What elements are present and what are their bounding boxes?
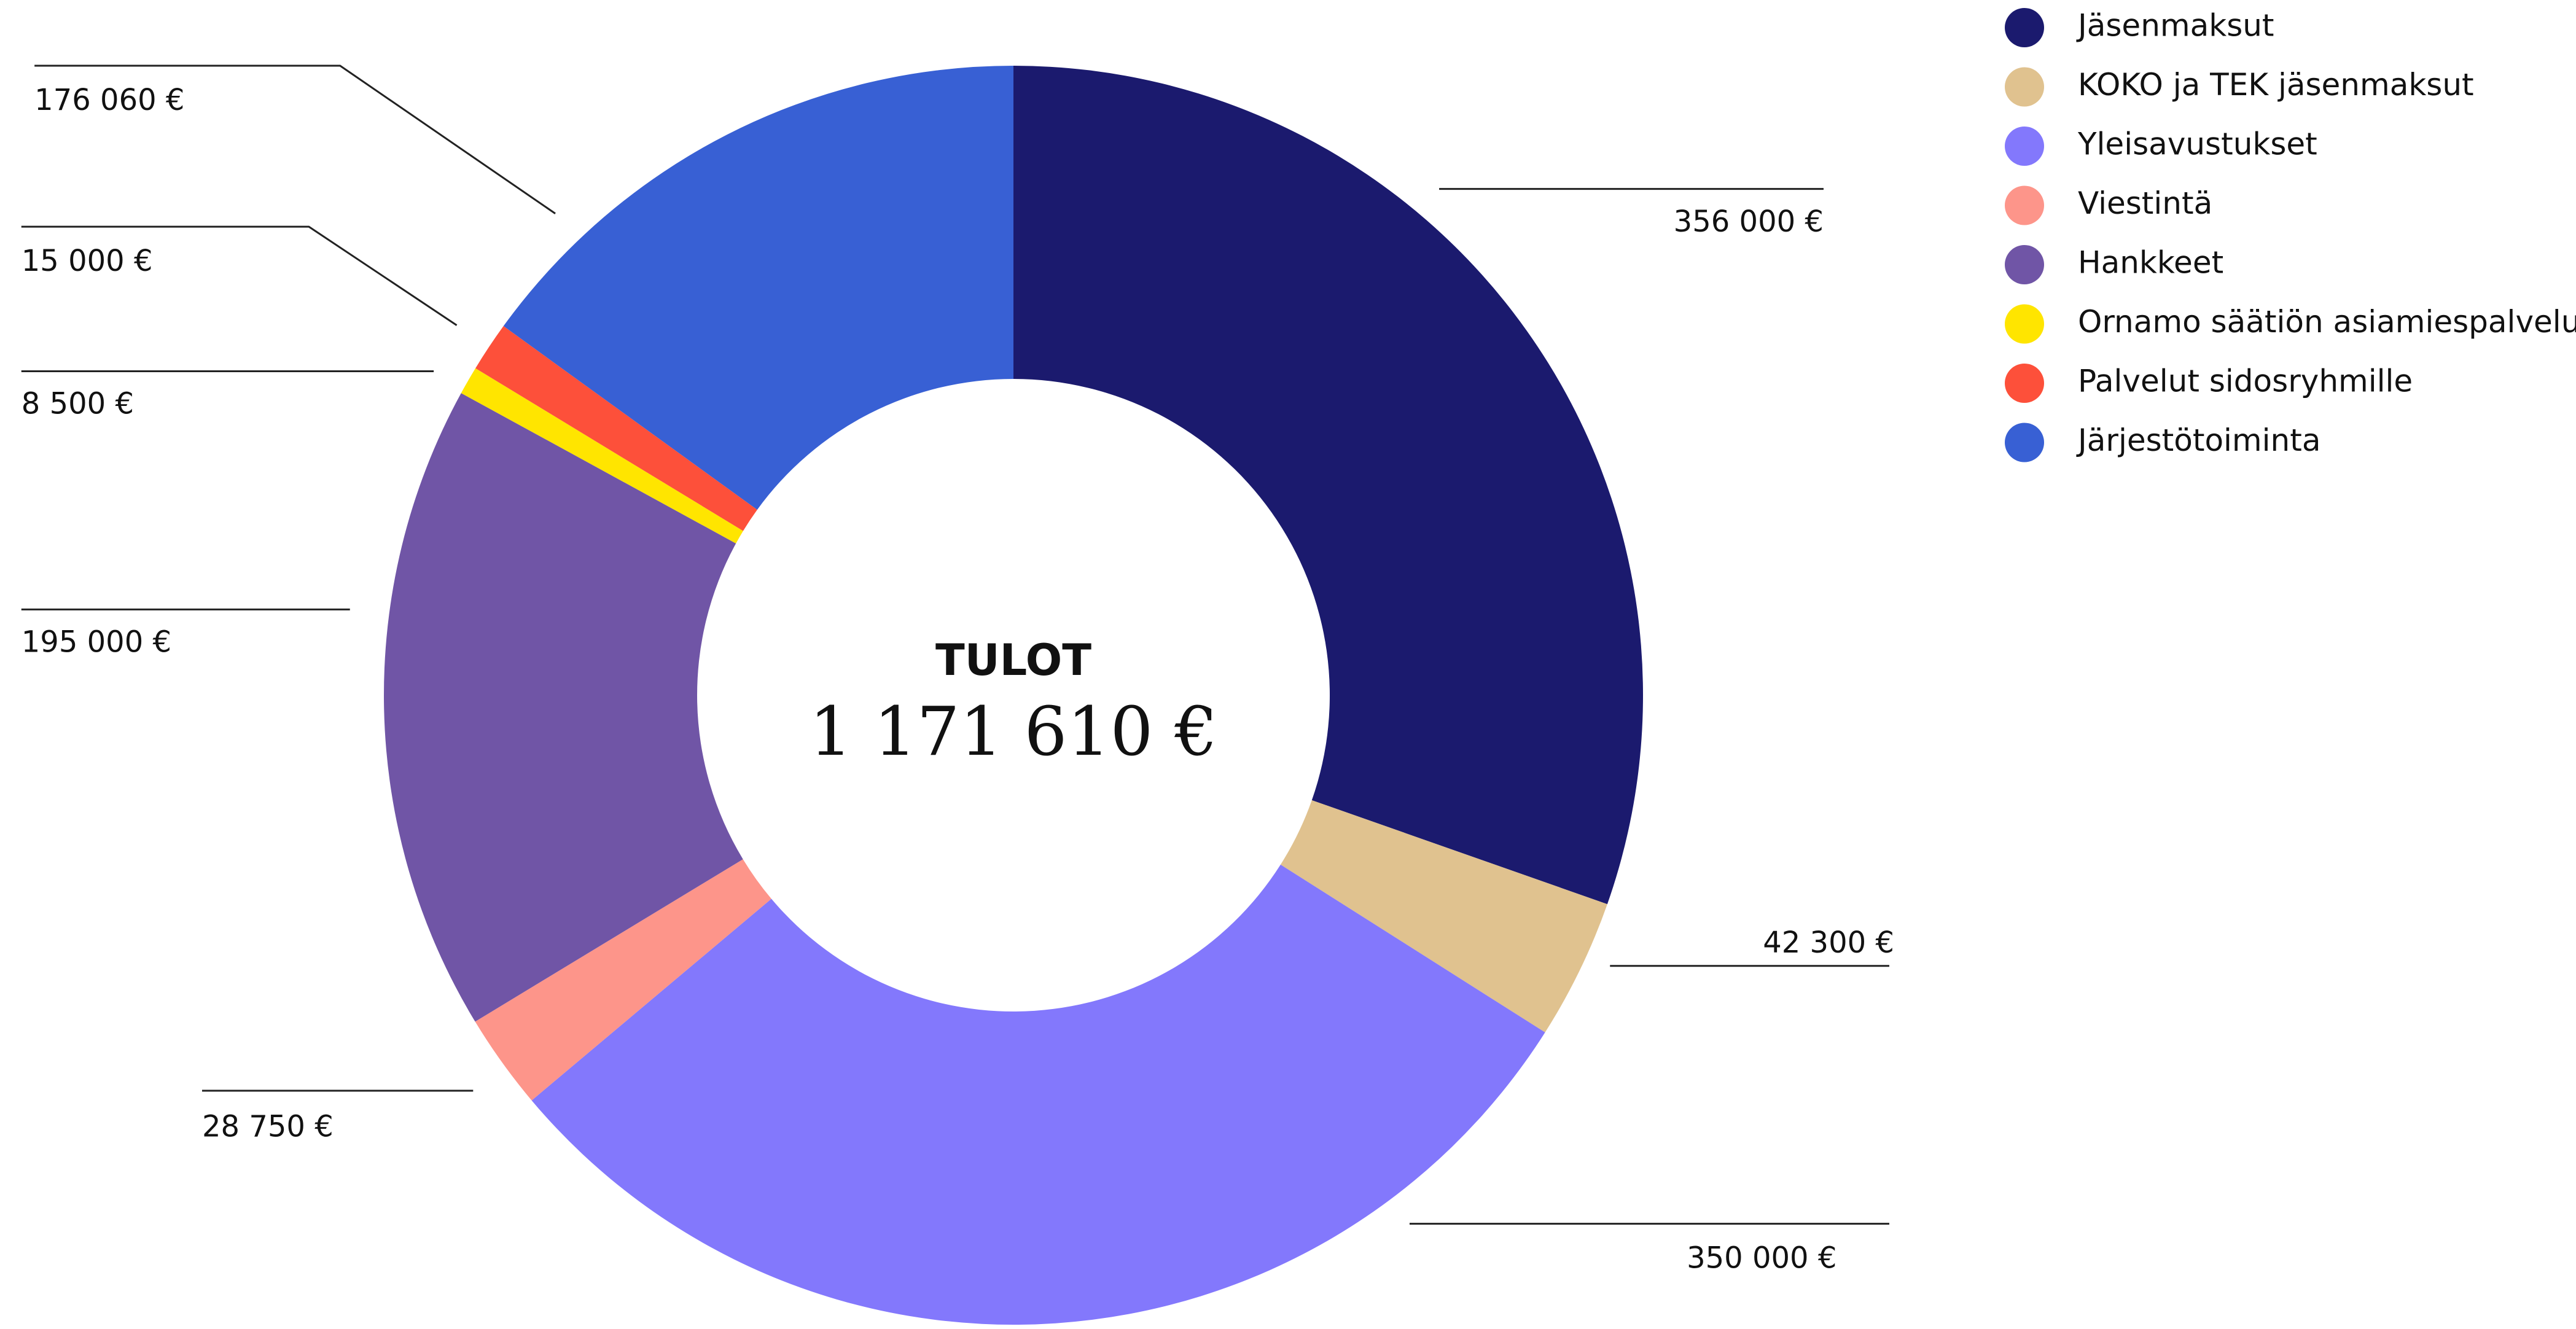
center-title: TULOT (935, 635, 1091, 685)
legend-swatch (2005, 423, 2044, 462)
donut-slice (461, 368, 743, 544)
data-label: 8 500 € (21, 387, 134, 421)
legend-swatch (2005, 185, 2044, 225)
legend-label: KOKO ja TEK jäsenmaksut (2078, 67, 2474, 103)
data-label: 42 300 € (1763, 926, 1894, 960)
data-label: 15 000 € (21, 244, 153, 278)
data-label: 356 000 € (1674, 205, 1824, 239)
leader-line (21, 225, 458, 326)
legend-swatch (2005, 127, 2044, 166)
legend-swatch (2005, 8, 2044, 47)
donut-slice (384, 393, 743, 1022)
legend-swatch (2005, 67, 2044, 107)
donut-slice (475, 325, 757, 531)
legend-label: Palvelut sidosryhmille (2078, 364, 2413, 399)
donut-slice (1280, 800, 1607, 1033)
data-label: 176 060 € (34, 83, 184, 117)
legend-label: Yleisavustukset (2077, 127, 2317, 162)
data-label: 195 000 € (21, 625, 171, 660)
legend-label: Ornamo säätiön asiamiespalvelu (2078, 304, 2576, 340)
data-label: 28 750 € (202, 1110, 334, 1144)
donut-slice (475, 859, 771, 1101)
legend-swatch (2005, 364, 2044, 403)
legend-swatch (2005, 245, 2044, 284)
legend-label: Järjestötoiminta (2076, 423, 2320, 458)
data-label: 350 000 € (1687, 1241, 1836, 1276)
leader-line (34, 64, 556, 214)
donut-slice (531, 864, 1545, 1325)
legend-label: Jäsenmaksut (2076, 8, 2274, 44)
legend-label: Viestintä (2078, 185, 2212, 221)
legend-label: Hankkeet (2078, 245, 2223, 281)
center-value: 1 171 610 € (810, 692, 1218, 771)
donut-slice (1013, 66, 1643, 905)
donut-slice (503, 66, 1013, 510)
legend-swatch (2005, 304, 2044, 344)
